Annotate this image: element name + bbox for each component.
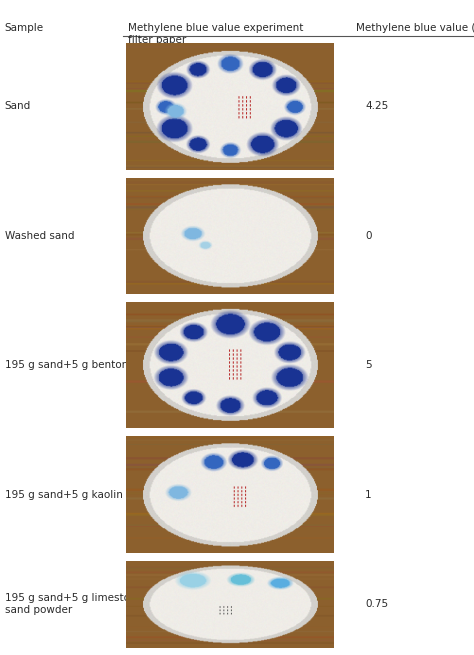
Text: 5: 5 xyxy=(365,360,372,370)
Text: Washed sand: Washed sand xyxy=(5,231,74,241)
Text: Methylene blue value experiment
filter paper: Methylene blue value experiment filter p… xyxy=(128,23,303,45)
Text: Methylene blue value (g/kg): Methylene blue value (g/kg) xyxy=(356,23,474,33)
Text: 195 g sand+5 g limestone
sand powder: 195 g sand+5 g limestone sand powder xyxy=(5,593,143,615)
Text: Sand: Sand xyxy=(5,102,31,111)
Text: 0: 0 xyxy=(365,231,372,241)
Text: 195 g sand+5 g bentonite: 195 g sand+5 g bentonite xyxy=(5,360,142,370)
Text: 195 g sand+5 g kaolin: 195 g sand+5 g kaolin xyxy=(5,489,123,500)
Text: 0.75: 0.75 xyxy=(365,599,388,609)
Text: 4.25: 4.25 xyxy=(365,102,388,111)
Text: Sample: Sample xyxy=(5,23,44,33)
Text: 1: 1 xyxy=(365,489,372,500)
